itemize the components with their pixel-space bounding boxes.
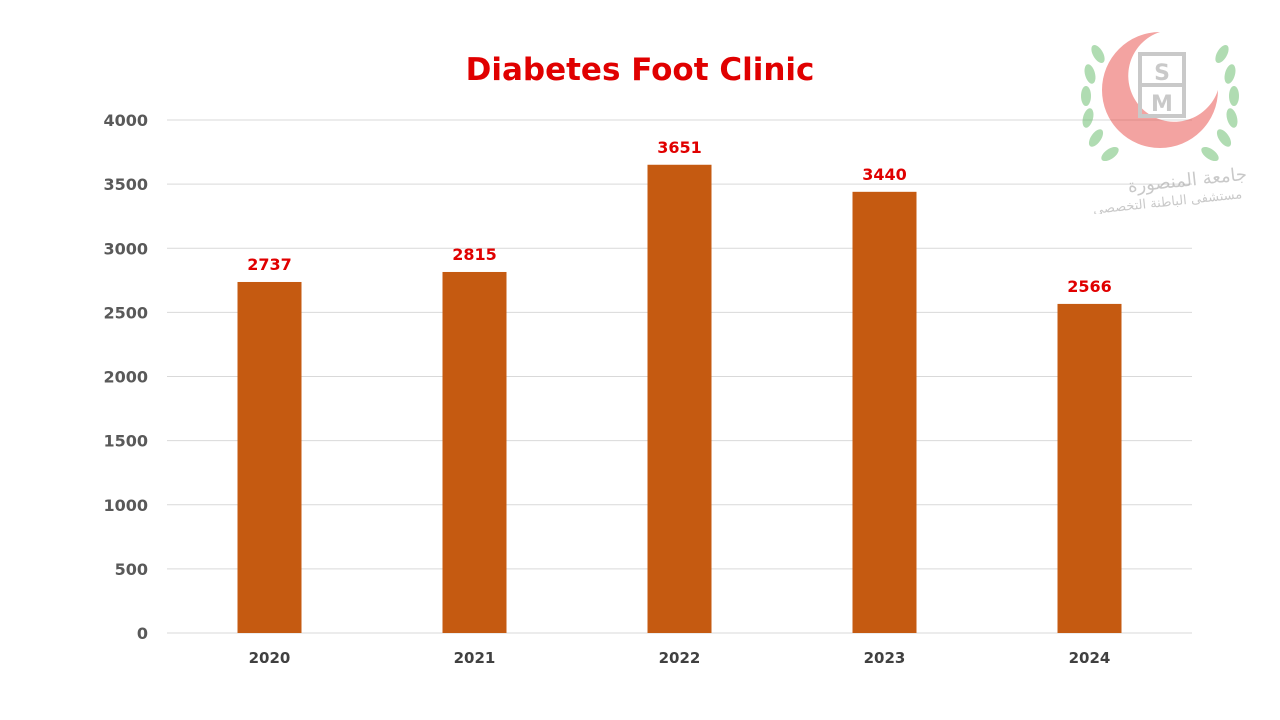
- x-axis-tick-labels: 2020 2021 2022 2023 2024: [249, 649, 1111, 667]
- data-label-2020: 2737: [247, 255, 292, 274]
- y-tick-label: 0: [137, 624, 148, 643]
- y-tick-label: 2500: [103, 303, 148, 322]
- svg-text:S: S: [1154, 61, 1170, 86]
- bar-2023: [852, 191, 917, 633]
- y-tick-label: 4000: [103, 111, 148, 130]
- x-tick-label-2020: 2020: [249, 649, 291, 667]
- y-tick-label: 3000: [103, 239, 148, 258]
- hospital-crescent-logo-icon: S M جامعة المنصورة مستشفى الباطنة التخصص…: [1081, 32, 1248, 214]
- data-label-2024: 2566: [1067, 277, 1112, 296]
- data-label-2022: 3651: [657, 138, 702, 157]
- data-label-2023: 3440: [862, 165, 907, 184]
- x-tick-label-2021: 2021: [454, 649, 496, 667]
- x-tick-label-2022: 2022: [659, 649, 701, 667]
- chart-title: Diabetes Foot Clinic: [465, 52, 815, 88]
- x-tick-label-2023: 2023: [864, 649, 906, 667]
- y-tick-label: 1500: [103, 432, 148, 451]
- bar-2024: [1057, 303, 1122, 633]
- svg-text:M: M: [1151, 92, 1173, 117]
- x-tick-label-2024: 2024: [1069, 649, 1111, 667]
- bar-2022: [647, 164, 712, 633]
- y-tick-label: 1000: [103, 496, 148, 515]
- y-tick-label: 2000: [103, 368, 148, 387]
- y-tick-label: 500: [115, 560, 148, 579]
- y-tick-label: 3500: [103, 175, 148, 194]
- bar-2021: [442, 271, 507, 633]
- data-label-2021: 2815: [452, 245, 497, 264]
- y-axis-tick-labels: 0 500 1000 1500 2000 2500 3000 3500 4000: [103, 111, 148, 643]
- data-labels: 2737 2815 3651 3440 2566: [247, 138, 1112, 296]
- bars: [237, 164, 1122, 633]
- bar-2020: [237, 281, 302, 633]
